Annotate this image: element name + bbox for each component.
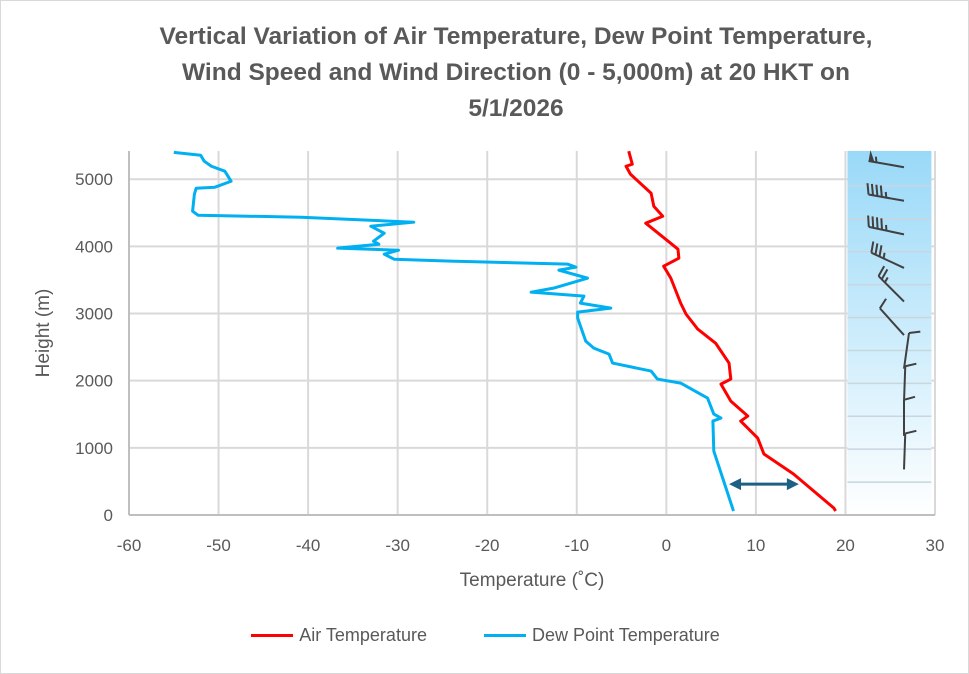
- x-tick-label: -40: [296, 536, 321, 555]
- y-tick-label: 0: [104, 506, 113, 525]
- y-tick-label: 5000: [75, 170, 113, 189]
- x-tick-label: -20: [475, 536, 500, 555]
- x-tick-label: 0: [662, 536, 671, 555]
- series-line-dew-point-temperature: [173, 150, 735, 512]
- legend-label: Air Temperature: [299, 625, 427, 645]
- wind-barb-icon: [903, 429, 917, 470]
- wind-barb-icon: [877, 265, 905, 303]
- wind-barb-icon: [868, 150, 905, 169]
- x-tick-label: -50: [206, 536, 231, 555]
- x-tick-label: -30: [385, 536, 410, 555]
- arrow-head-left: [729, 478, 742, 491]
- x-tick-label: -10: [564, 536, 589, 555]
- title-line: Wind Speed and Wind Direction (0 - 5,000…: [182, 59, 850, 86]
- y-tick-label: 3000: [75, 305, 113, 324]
- legend-item-dew-point: Dew Point Temperature: [483, 625, 720, 646]
- legend-swatch: [483, 634, 526, 637]
- arrow-head-right: [786, 478, 799, 491]
- wind-barb-icon: [870, 241, 905, 269]
- wind-barb-icon: [879, 298, 905, 336]
- wind-barb-icon: [867, 215, 905, 236]
- y-axis-label: Height (m): [33, 289, 54, 378]
- series-line-air-temperature: [624, 150, 837, 512]
- legend: Air Temperature Dew Point Temperature: [1, 621, 968, 646]
- x-tick-label: -60: [117, 536, 142, 555]
- y-tick-label: 2000: [75, 372, 113, 391]
- wind-barb-icon: [903, 330, 921, 369]
- title-line: Vertical Variation of Air Temperature, D…: [159, 23, 873, 50]
- x-tick-label: 20: [836, 536, 855, 555]
- y-tick-label: 4000: [75, 237, 113, 256]
- x-tick-label: 10: [746, 536, 765, 555]
- legend-label: Dew Point Temperature: [531, 625, 720, 645]
- wind-barb-icon: [903, 395, 916, 436]
- legend-swatch: [251, 634, 294, 637]
- wind-panel: [847, 151, 932, 515]
- x-tick-label: 30: [926, 536, 945, 555]
- title-line: 5/1/2026: [468, 95, 564, 122]
- x-axis-label: Temperature (˚C): [460, 570, 605, 591]
- wind-barb-icon: [866, 183, 905, 202]
- wind-barb-icon: [903, 362, 917, 403]
- legend-item-air-temperature: Air Temperature: [251, 625, 427, 646]
- chart-title: Vertical Variation of Air Temperature, D…: [121, 19, 911, 127]
- y-tick-label: 1000: [75, 439, 113, 458]
